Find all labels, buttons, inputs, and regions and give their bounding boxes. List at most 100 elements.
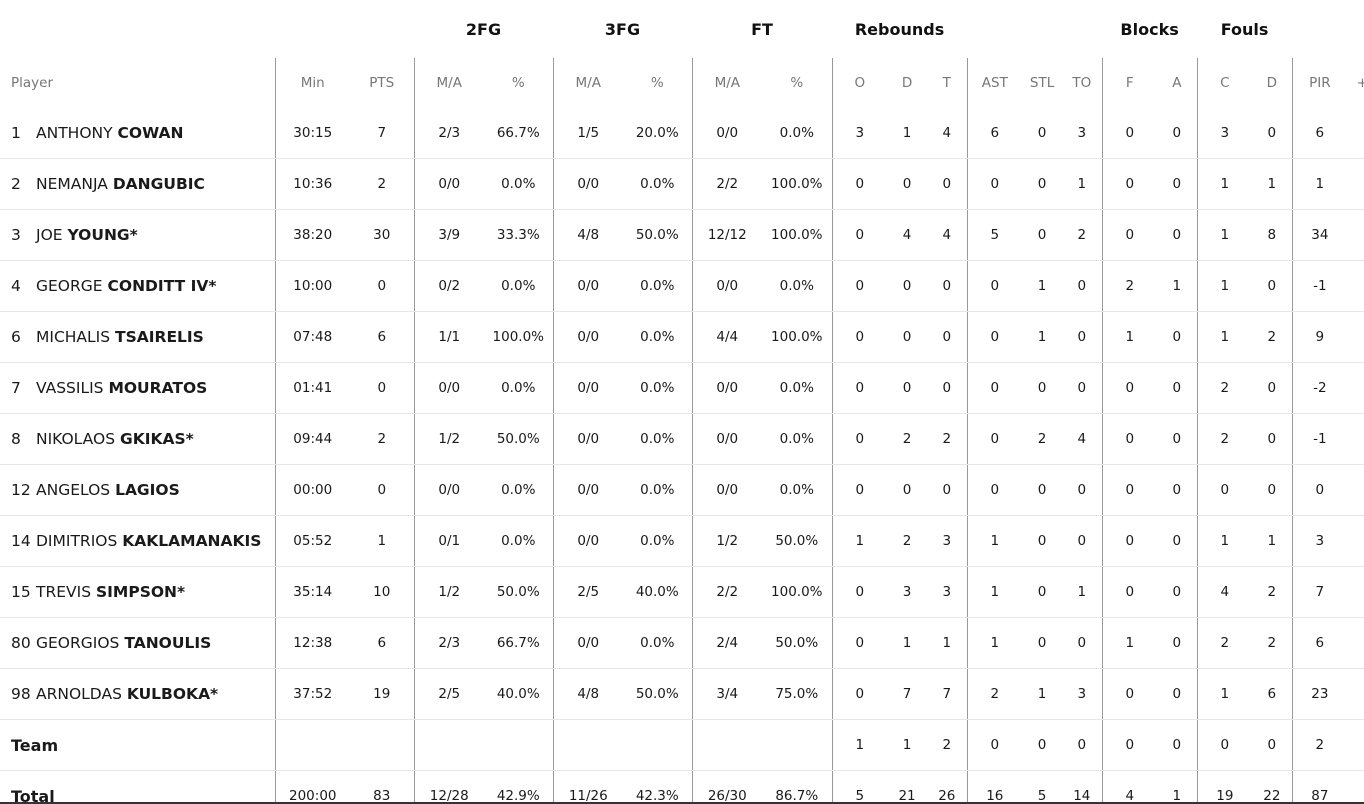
- player-name-cell[interactable]: 14 DIMITRIOS KAKLAMANAKIS: [0, 515, 275, 567]
- col-header-stl[interactable]: STL: [1029, 75, 1055, 91]
- player-stl: 1: [1022, 260, 1063, 312]
- player-stl: 0: [1022, 566, 1063, 618]
- total-row-reb-o: 5: [831, 770, 888, 804]
- total-row-blk-f: 4: [1101, 770, 1158, 804]
- player-name-cell[interactable]: 7 VASSILIS MOURATOS: [0, 362, 275, 414]
- player-name-cell[interactable]: 8 NIKOLAOS GKIKAS*: [0, 413, 275, 465]
- player-fg3-pct: 0.0%: [623, 260, 693, 312]
- col-header-2fg-pct[interactable]: %: [511, 75, 525, 91]
- player-fg2-pct: 66.7%: [484, 108, 554, 159]
- player-row[interactable]: 6 MICHALIS TSAIRELIS 07:48 6 1/1 100.0% 0/0 0.0…: [0, 311, 1364, 363]
- col-header-player[interactable]: Player: [11, 75, 54, 91]
- col-header-foul-d[interactable]: D: [1266, 75, 1278, 91]
- total-row-fg2-pct: 42.9%: [496, 788, 540, 804]
- col-header-to[interactable]: TO: [1072, 75, 1092, 91]
- team-row-blk-a: 0: [1157, 719, 1198, 771]
- player-foul-c: 1: [1196, 515, 1253, 567]
- col-header-reb-d[interactable]: D: [901, 75, 913, 91]
- player-reb-t: 0: [927, 464, 968, 516]
- player-name-cell[interactable]: 3 JOE YOUNG*: [0, 209, 275, 261]
- total-row-ft-ma: 26/30: [691, 770, 763, 804]
- player-ft-pct: 100.0%: [762, 311, 833, 363]
- player-fg2-pct: 66.7%: [484, 617, 554, 669]
- player-name-cell[interactable]: 1 ANTHONY COWAN: [0, 108, 275, 159]
- player-reb-o: 0: [831, 617, 888, 669]
- total-row-min: 200:00: [274, 770, 350, 804]
- col-header-reb-t[interactable]: T: [942, 75, 951, 91]
- col-header-3fg-ma[interactable]: M/A: [552, 58, 624, 108]
- player-blk-a: 0: [1157, 209, 1198, 261]
- total-row-fg2-ma: 12/28: [413, 770, 484, 804]
- col-header-blk-f[interactable]: F: [1101, 58, 1158, 108]
- player-last-name: TANOULIS: [124, 634, 212, 652]
- player-blk-a: 0: [1157, 617, 1198, 669]
- col-header-blk-a[interactable]: A: [1172, 75, 1182, 91]
- player-row[interactable]: 15 TREVIS SIMPSON* 35:14 10 1/2 50.0% 2/5 40.0%…: [0, 566, 1364, 618]
- player-first-name: DIMITRIOS: [36, 532, 118, 550]
- player-name-cell[interactable]: 4 GEORGE CONDITT IV*: [0, 260, 275, 312]
- player-ast: 1: [966, 617, 1023, 669]
- player-fg3-ma: 4/8: [552, 668, 624, 720]
- col-header-3fg-pct[interactable]: %: [650, 75, 664, 91]
- player-last-name: KAKLAMANAKIS: [122, 532, 262, 550]
- player-number: 7: [11, 379, 21, 397]
- player-ft-ma: 4/4: [691, 311, 763, 363]
- player-pts: 7: [350, 108, 414, 159]
- player-blk-f: 0: [1101, 362, 1158, 414]
- col-header-reb-o[interactable]: O: [831, 58, 888, 108]
- player-row[interactable]: 7 VASSILIS MOURATOS 01:41 0 0/0 0.0% 0/0 0.0% 0/…: [0, 362, 1364, 414]
- col-header-pir[interactable]: PIR: [1291, 58, 1348, 108]
- col-header-plus-minus[interactable]: +/-: [1356, 75, 1364, 91]
- player-name-cell[interactable]: 15 TREVIS SIMPSON*: [0, 566, 275, 618]
- player-row[interactable]: 12 ANGELOS LAGIOS 00:00 0 0/0 0.0% 0/0 0.0% 0/0 0…: [0, 464, 1364, 516]
- col-header-ft-pct[interactable]: %: [790, 75, 804, 91]
- player-fg2-pct: 50.0%: [484, 413, 554, 465]
- player-fg3-ma: 0/0: [552, 617, 624, 669]
- player-row[interactable]: 8 NIKOLAOS GKIKAS* 09:44 2 1/2 50.0% 0/0 0.0% 0/…: [0, 413, 1364, 465]
- player-row[interactable]: 98 ARNOLDAS KULBOKA* 37:52 19 2/5 40.0% 4/8 50.…: [0, 668, 1364, 720]
- player-reb-t: 0: [927, 311, 968, 363]
- player-fg3-pct: 0.0%: [623, 515, 693, 567]
- col-header-pts[interactable]: PTS: [369, 75, 395, 91]
- col-header-min[interactable]: Min: [274, 58, 350, 108]
- col-header-foul-c[interactable]: C: [1196, 58, 1253, 108]
- player-fg2-pct: 0.0%: [484, 260, 554, 312]
- player-row[interactable]: 4 GEORGE CONDITT IV* 10:00 0 0/2 0.0% 0/0 0.0% 0…: [0, 260, 1364, 312]
- player-name-cell[interactable]: 12 ANGELOS LAGIOS: [0, 464, 275, 516]
- player-fg2-pct: 0.0%: [484, 464, 554, 516]
- player-foul-d: 2: [1252, 617, 1293, 669]
- player-name-cell[interactable]: 2 NEMANJA DANGUBIC: [0, 158, 275, 210]
- player-min: 10:36: [274, 158, 350, 210]
- player-fg3-ma: 1/5: [552, 108, 624, 159]
- player-reb-d: 4: [887, 209, 928, 261]
- player-row[interactable]: 80 GEORGIOS TANOULIS 12:38 6 2/3 66.7% 0/0 0.0%…: [0, 617, 1364, 669]
- total-row-foul-d: 22: [1263, 788, 1281, 804]
- player-blk-f: 0: [1101, 413, 1158, 465]
- player-blk-f: 0: [1101, 566, 1158, 618]
- player-reb-o: 0: [831, 668, 888, 720]
- player-fg3-ma: 0/0: [552, 311, 624, 363]
- player-row[interactable]: 1 ANTHONY COWAN 30:15 7 2/3 66.7% 1/5 20.0% 0/0 0…: [0, 108, 1364, 159]
- player-row[interactable]: 2 NEMANJA DANGUBIC 10:36 2 0/0 0.0% 0/0 0.0% 2/2…: [0, 158, 1364, 210]
- col-header-2fg-ma[interactable]: M/A: [413, 58, 484, 108]
- player-pir: -1: [1291, 260, 1348, 312]
- player-stl: 0: [1022, 209, 1063, 261]
- player-row[interactable]: 3 JOE YOUNG* 38:20 30 3/9 33.3% 4/8 50.0% 12/12 1…: [0, 209, 1364, 261]
- player-name-cell[interactable]: 80 GEORGIOS TANOULIS: [0, 617, 275, 669]
- player-fg3-ma: 4/8: [552, 209, 624, 261]
- player-stl: 0: [1022, 362, 1063, 414]
- col-header-ft-ma[interactable]: M/A: [691, 58, 763, 108]
- player-blk-f: 0: [1101, 158, 1158, 210]
- player-fg3-pct: 0.0%: [623, 362, 693, 414]
- total-row-label: Total: [11, 786, 55, 804]
- player-pts: 6: [350, 311, 414, 363]
- player-row[interactable]: 14 DIMITRIOS KAKLAMANAKIS 05:52 1 0/1 0.0% 0/0…: [0, 515, 1364, 567]
- player-stl: 1: [1022, 311, 1063, 363]
- player-pts: 30: [350, 209, 414, 261]
- player-name-cell[interactable]: 6 MICHALIS TSAIRELIS: [0, 311, 275, 363]
- player-to: 3: [1062, 668, 1103, 720]
- player-reb-o: 0: [831, 311, 888, 363]
- player-name-cell[interactable]: 98 ARNOLDAS KULBOKA*: [0, 668, 275, 720]
- col-header-ast[interactable]: AST: [966, 58, 1023, 108]
- player-ft-pct: 100.0%: [762, 158, 833, 210]
